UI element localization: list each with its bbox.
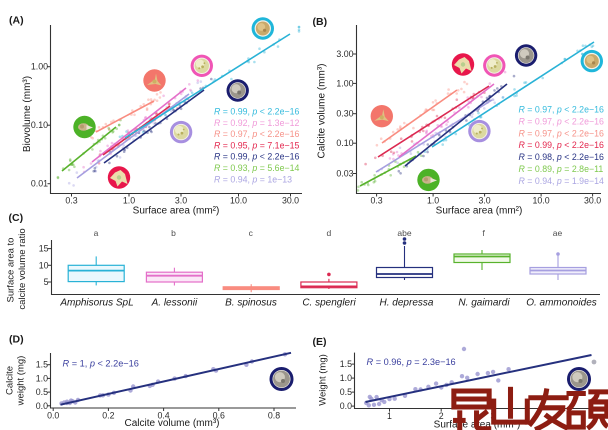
svg-text:1.0: 1.0	[427, 196, 439, 206]
svg-text:1: 1	[387, 411, 392, 421]
svg-text:0.10: 0.10	[336, 138, 353, 148]
svg-text:0.4: 0.4	[157, 411, 169, 421]
svg-text:10: 10	[39, 260, 49, 270]
svg-text:0.6: 0.6	[213, 411, 225, 421]
svg-text:0.0: 0.0	[36, 401, 48, 411]
svg-text:0.01: 0.01	[31, 179, 48, 189]
svg-text:weight (mg): weight (mg)	[16, 356, 27, 407]
svg-text:10.0: 10.0	[533, 196, 550, 206]
svg-text:(D): (D)	[9, 334, 24, 346]
svg-text:R = 0.94, p = 1e−13: R = 0.94, p = 1e−13	[214, 174, 292, 184]
svg-text:R = 0.99, p < 2.2e−16: R = 0.99, p < 2.2e−16	[519, 140, 604, 150]
svg-text:1.00: 1.00	[31, 62, 48, 72]
svg-text:0.0: 0.0	[47, 411, 59, 421]
svg-text:R = 0.99, p < 2.2e−16: R = 0.99, p < 2.2e−16	[214, 107, 299, 117]
svg-text:B. spinosus: B. spinosus	[225, 298, 277, 309]
svg-text:H. depressa: H. depressa	[380, 298, 434, 309]
svg-text:Calcite volume (mm³): Calcite volume (mm³)	[124, 418, 219, 429]
svg-text:b: b	[171, 228, 176, 238]
svg-text:A. lessonii: A. lessonii	[151, 298, 198, 309]
svg-text:Calcite volume (mm³): Calcite volume (mm³)	[317, 63, 328, 158]
svg-text:2: 2	[439, 411, 444, 421]
svg-text:a: a	[94, 228, 99, 238]
svg-text:(B): (B)	[313, 16, 328, 28]
svg-text:R = 0.97, p < 2.2e−16: R = 0.97, p < 2.2e−16	[519, 116, 604, 126]
svg-text:R = 0.98, p < 2.2e−16: R = 0.98, p < 2.2e−16	[519, 152, 604, 162]
svg-text:0.30: 0.30	[336, 109, 353, 119]
svg-text:0.0: 0.0	[340, 401, 352, 411]
svg-text:5: 5	[44, 277, 49, 287]
svg-text:0.2: 0.2	[102, 411, 114, 421]
svg-text:(E): (E)	[313, 336, 327, 348]
svg-text:Surface area (mm²): Surface area (mm²)	[436, 206, 523, 217]
svg-text:R = 0.94, p = 1.9e−14: R = 0.94, p = 1.9e−14	[519, 176, 604, 186]
svg-text:R = 0.92, p = 1.3e−12: R = 0.92, p = 1.3e−12	[214, 118, 299, 128]
svg-text:Amphisorus SpL: Amphisorus SpL	[59, 298, 133, 309]
svg-text:30.0: 30.0	[584, 196, 601, 206]
svg-text:R = 0.97, p < 2.2e−16: R = 0.97, p < 2.2e−16	[519, 128, 604, 138]
svg-text:1.0: 1.0	[123, 196, 135, 206]
svg-text:(C): (C)	[9, 212, 24, 224]
svg-text:calcite volume ratio: calcite volume ratio	[17, 228, 28, 309]
svg-text:O. ammonoides: O. ammonoides	[526, 298, 597, 309]
svg-text:1.0: 1.0	[36, 373, 48, 383]
svg-text:1.0: 1.0	[340, 373, 352, 383]
svg-text:1.5: 1.5	[36, 360, 48, 370]
svg-text:c: c	[249, 228, 254, 238]
svg-text:Surface area to: Surface area to	[6, 238, 17, 303]
svg-text:C. spengleri: C. spengleri	[302, 298, 356, 309]
svg-text:abe: abe	[397, 228, 411, 238]
svg-text:d: d	[327, 228, 332, 238]
svg-text:0.03: 0.03	[336, 169, 353, 179]
svg-text:ae: ae	[553, 228, 563, 238]
svg-text:15: 15	[39, 244, 49, 254]
svg-text:(A): (A)	[9, 15, 24, 27]
svg-text:0.10: 0.10	[31, 120, 48, 130]
svg-text:10.0: 10.0	[230, 196, 247, 206]
svg-text:R = 0.97, p < 2.2e−16: R = 0.97, p < 2.2e−16	[214, 129, 299, 139]
svg-text:R = 0.97, p < 2.2e−16: R = 0.97, p < 2.2e−16	[519, 105, 604, 115]
svg-text:Surface area (mm²): Surface area (mm²)	[133, 206, 220, 217]
svg-text:3.0: 3.0	[478, 196, 490, 206]
svg-text:Weight (mg): Weight (mg)	[318, 354, 329, 406]
svg-text:3.0: 3.0	[175, 196, 187, 206]
svg-text:R = 0.89, p = 2.8e−11: R = 0.89, p = 2.8e−11	[519, 164, 604, 174]
svg-text:R = 0.93, p = 5.6e−14: R = 0.93, p = 5.6e−14	[214, 163, 299, 173]
svg-text:R = 0.99, p < 2.2e−16: R = 0.99, p < 2.2e−16	[214, 152, 299, 162]
svg-text:1.00: 1.00	[336, 78, 353, 88]
svg-text:R = 0.96, p = 2.3e−16: R = 0.96, p = 2.3e−16	[367, 357, 456, 367]
svg-text:R = 0.95, p = 7.1e−15: R = 0.95, p = 7.1e−15	[214, 140, 299, 150]
svg-text:0.5: 0.5	[36, 387, 48, 397]
svg-text:Biovolume (mm³): Biovolume (mm³)	[22, 76, 33, 152]
svg-text:0.3: 0.3	[370, 196, 382, 206]
svg-text:1.5: 1.5	[340, 359, 352, 369]
svg-text:30.0: 30.0	[282, 196, 299, 206]
svg-text:0.5: 0.5	[340, 387, 352, 397]
svg-text:0.8: 0.8	[268, 411, 280, 421]
svg-text:Calcite: Calcite	[5, 366, 16, 395]
svg-text:f: f	[483, 228, 486, 238]
svg-text:0.3: 0.3	[65, 196, 77, 206]
svg-text:N. gaimardi: N. gaimardi	[458, 298, 510, 309]
svg-text:R = 1, p < 2.2e−16: R = 1, p < 2.2e−16	[63, 359, 139, 369]
svg-text:3.00: 3.00	[336, 49, 353, 59]
